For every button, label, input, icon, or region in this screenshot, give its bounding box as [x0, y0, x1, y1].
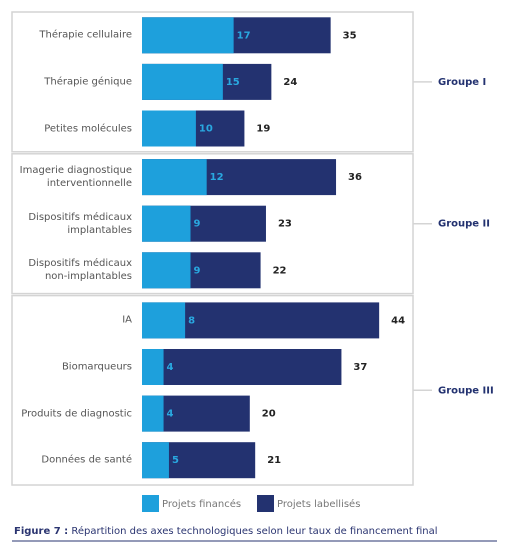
legend-label: Projets labellisés — [277, 498, 360, 510]
bar — [142, 442, 169, 479]
category-label: Imagerie diagnostique interventionnelle — [19, 165, 132, 190]
group-label: Groupe III — [438, 385, 494, 396]
value-label: 9 — [194, 219, 201, 230]
value-label: 35 — [343, 30, 357, 41]
value-label: 19 — [256, 124, 270, 135]
value-label: 4 — [167, 362, 174, 373]
bar — [142, 17, 234, 54]
bar — [142, 110, 196, 147]
value-label: 4 — [167, 409, 174, 420]
bar — [142, 349, 164, 385]
value-label: 24 — [283, 77, 297, 88]
value-label: 12 — [210, 172, 224, 183]
group-label: Groupe II — [438, 219, 490, 230]
category-label: Biomarqueurs — [61, 361, 132, 373]
bar — [142, 252, 191, 289]
bar — [142, 205, 191, 242]
value-label: 10 — [199, 124, 213, 135]
legend-label: Projets financés — [162, 498, 241, 510]
category-label: Produits de diagnostic — [21, 408, 132, 420]
value-label: 44 — [391, 315, 405, 326]
category-label: Données de santé — [41, 454, 132, 466]
category-label: Thérapie génique — [44, 76, 132, 88]
value-label: 22 — [273, 265, 287, 276]
value-label: 9 — [194, 265, 201, 276]
legend-swatch — [257, 495, 274, 512]
category-label: Dispositifs médicaux non-implantables — [28, 258, 132, 283]
category-label: Thérapie cellulaire — [39, 29, 132, 41]
bar — [142, 302, 186, 339]
category-label: Dispositifs médicaux implantables — [28, 211, 132, 236]
category-label: IA — [122, 314, 132, 326]
value-label: 36 — [348, 172, 362, 183]
bar — [142, 395, 164, 432]
caption-label: Figure 7 : — [14, 526, 69, 537]
caption: Figure 7 : Répartition des axes technolo… — [14, 526, 438, 537]
bar — [142, 159, 207, 196]
bar — [142, 349, 342, 385]
caption-text: Répartition des axes technologiques selo… — [71, 526, 438, 537]
value-label: 37 — [353, 362, 367, 373]
category-label: Petites molécules — [44, 123, 132, 134]
value-label: 17 — [237, 30, 251, 41]
value-label: 5 — [172, 455, 179, 466]
value-label: 15 — [226, 77, 240, 88]
group-label: Groupe I — [438, 77, 486, 88]
legend-swatch — [142, 495, 159, 512]
value-label: 8 — [188, 315, 195, 326]
bar — [142, 63, 223, 100]
value-label: 20 — [262, 409, 276, 420]
value-label: 21 — [267, 455, 281, 466]
value-label: 23 — [278, 219, 292, 230]
